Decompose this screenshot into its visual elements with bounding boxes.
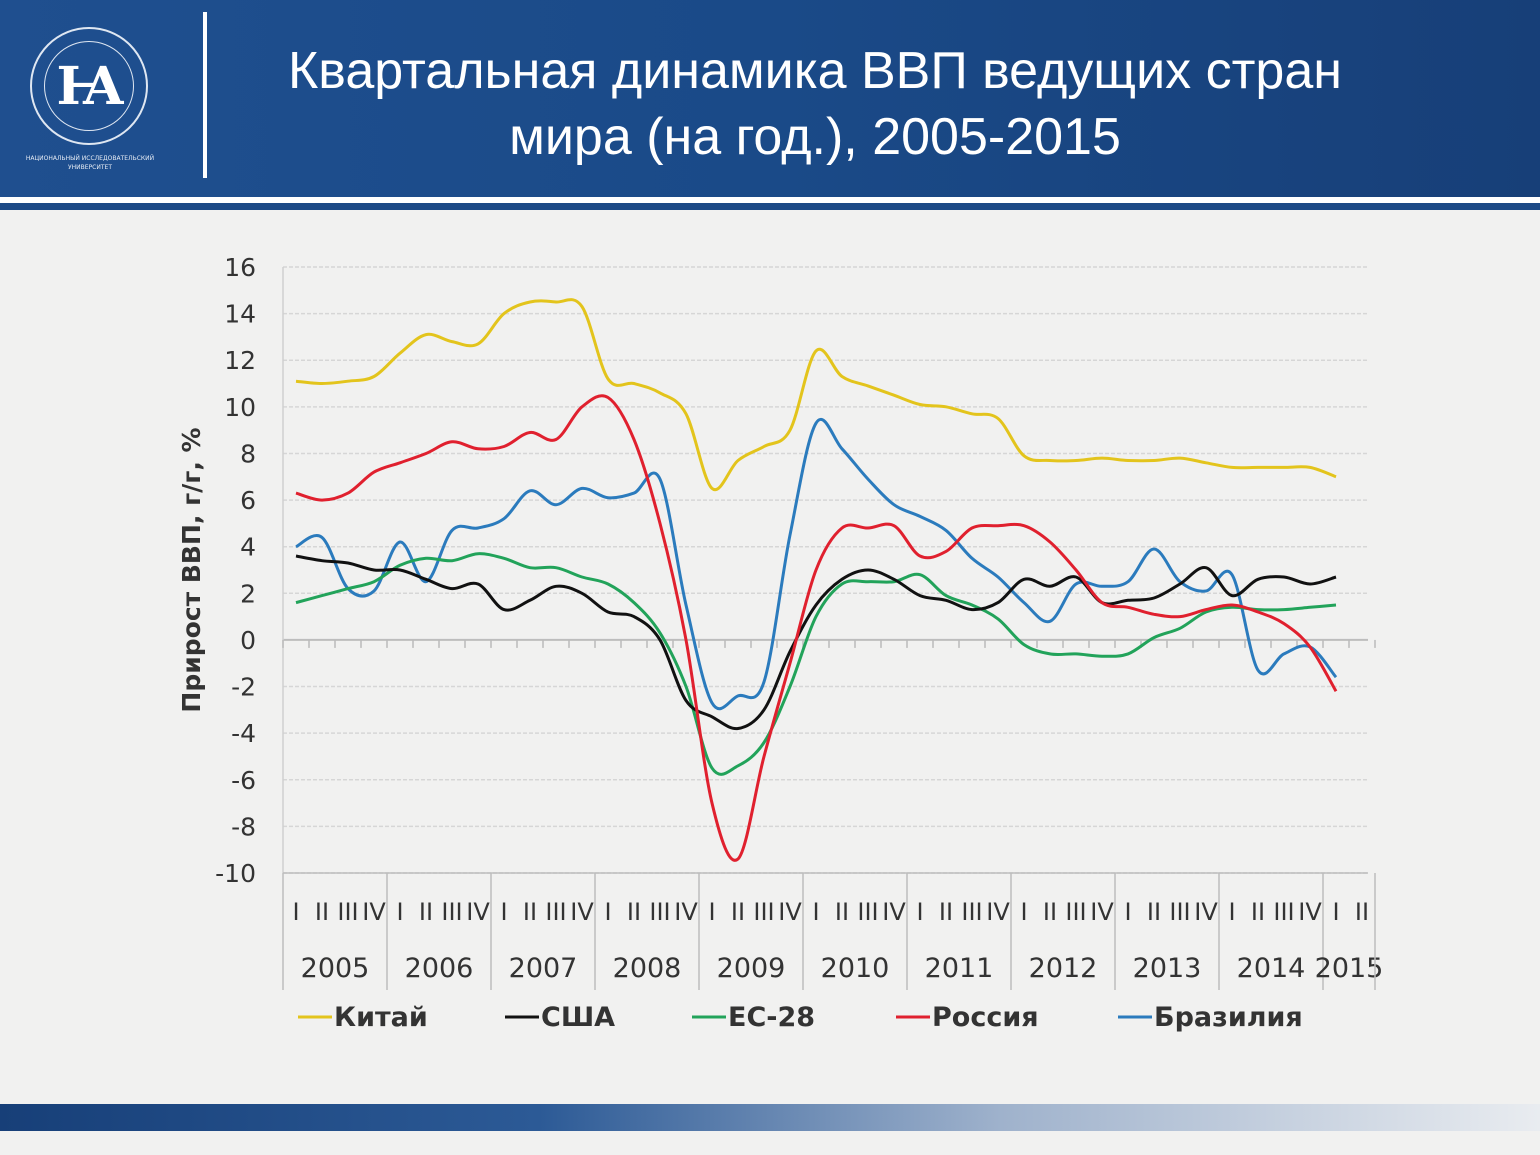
quarter-label: III [857, 898, 878, 926]
y-tick-label: -4 [231, 719, 256, 748]
legend-label: Бразилия [1154, 1002, 1303, 1033]
y-tick-label: 4 [240, 533, 256, 562]
quarter-label: III [1169, 898, 1190, 926]
y-tick-label: -10 [215, 859, 256, 888]
page-title: Квартальная динамика ВВП ведущих стран м… [215, 38, 1415, 170]
quarter-label: III [545, 898, 566, 926]
quarter-label: IV [466, 898, 490, 926]
quarter-label: II [1043, 898, 1057, 926]
quarter-label: I [812, 898, 819, 926]
quarter-label: III [1065, 898, 1086, 926]
quarter-label: I [708, 898, 715, 926]
series-line-3 [295, 394, 1338, 862]
y-tick-label: 16 [224, 253, 256, 282]
quarter-label: IV [1298, 898, 1322, 926]
quarter-label: IV [362, 898, 386, 926]
legend-label: США [541, 1002, 615, 1033]
quarter-label: IV [1090, 898, 1114, 926]
y-tick-label: 10 [224, 393, 256, 422]
series-line-0 [295, 298, 1337, 492]
quarter-label: III [441, 898, 462, 926]
logo-mark: Ꙗ [56, 56, 124, 117]
quarter-label: I [1020, 898, 1027, 926]
title-line1: Квартальная динамика ВВП ведущих стран [288, 42, 1342, 100]
logo-caption-line1: НАЦИОНАЛЬНЫЙ ИССЛЕДОВАТЕЛЬСКИЙ [25, 155, 155, 162]
quarter-label: IV [674, 898, 698, 926]
series-line-4 [295, 418, 1338, 711]
y-tick-label: 12 [224, 346, 256, 375]
quarter-label: I [1124, 898, 1131, 926]
y-tick-label: 0 [240, 626, 256, 655]
header-bar: Ꙗ НАЦИОНАЛЬНЫЙ ИССЛЕДОВАТЕЛЬСКИЙ УНИВЕРС… [0, 0, 1540, 197]
y-tick-label: 2 [240, 579, 256, 608]
y-tick-label: -6 [231, 766, 256, 795]
header-rule-white [0, 197, 1540, 203]
quarter-label: II [731, 898, 745, 926]
quarter-label: III [649, 898, 670, 926]
year-label: 2014 [1237, 953, 1306, 984]
y-axis-label: Прирост ВВП, г/г, % [177, 427, 206, 712]
quarter-label: IV [882, 898, 906, 926]
logo-caption: НАЦИОНАЛЬНЫЙ ИССЛЕДОВАТЕЛЬСКИЙ УНИВЕРСИТ… [10, 154, 170, 172]
quarter-label: I [1228, 898, 1235, 926]
university-logo: Ꙗ [30, 27, 148, 145]
footer-bar [0, 1104, 1540, 1131]
quarter-label: I [916, 898, 923, 926]
quarter-label: I [604, 898, 611, 926]
legend-label: Россия [932, 1002, 1039, 1033]
year-label: 2009 [717, 953, 786, 984]
quarter-label: II [523, 898, 537, 926]
year-label: 2011 [925, 953, 994, 984]
header-rule-blue [0, 203, 1540, 210]
quarter-label: II [1147, 898, 1161, 926]
quarter-label: III [1273, 898, 1294, 926]
quarter-label: I [500, 898, 507, 926]
quarter-label: I [292, 898, 299, 926]
year-label: 2012 [1029, 953, 1098, 984]
logo-inner-ring: Ꙗ [44, 41, 134, 131]
quarter-label: II [835, 898, 849, 926]
quarter-label: II [315, 898, 329, 926]
quarter-label: IV [986, 898, 1010, 926]
year-label: 2007 [509, 953, 578, 984]
series-line-2 [295, 552, 1337, 776]
logo-caption-line2: УНИВЕРСИТЕТ [68, 164, 112, 171]
y-tick-label: 8 [240, 439, 256, 468]
quarter-label: IV [778, 898, 802, 926]
quarter-label: II [1355, 898, 1369, 926]
y-tick-label: 6 [240, 486, 256, 515]
y-tick-label: 14 [224, 300, 256, 329]
quarter-label: IV [570, 898, 594, 926]
quarter-label: III [961, 898, 982, 926]
quarter-label: II [939, 898, 953, 926]
year-label: 2010 [821, 953, 890, 984]
title-line2: мира (на год.), 2005-2015 [509, 108, 1121, 166]
series-line-1 [295, 554, 1337, 731]
quarter-label: II [627, 898, 641, 926]
y-tick-label: -2 [231, 673, 256, 702]
year-label: 2008 [613, 953, 682, 984]
legend-label: Китай [334, 1002, 428, 1033]
quarter-label: II [419, 898, 433, 926]
quarter-label: I [396, 898, 403, 926]
year-label: 2005 [301, 953, 370, 984]
year-label: 2015 [1315, 953, 1384, 984]
quarter-label: II [1251, 898, 1265, 926]
quarter-label: I [1332, 898, 1339, 926]
quarter-label: III [337, 898, 358, 926]
header-divider [203, 12, 207, 178]
legend-label: ЕС-28 [728, 1002, 815, 1033]
quarter-label: IV [1194, 898, 1218, 926]
quarter-label: III [753, 898, 774, 926]
year-label: 2006 [405, 953, 474, 984]
y-tick-label: -8 [231, 812, 256, 841]
year-label: 2013 [1133, 953, 1202, 984]
